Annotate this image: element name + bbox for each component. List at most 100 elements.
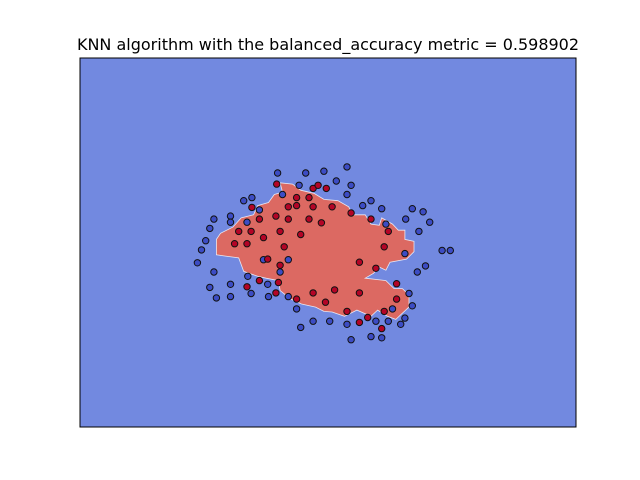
data-point-class-0 (284, 292, 292, 301)
data-point-class-0 (226, 212, 235, 220)
data-point-class-0 (378, 205, 386, 213)
data-point-class-0 (278, 190, 287, 199)
data-point-class-1 (230, 240, 239, 248)
data-point-class-1 (259, 233, 268, 242)
data-point-class-0 (397, 320, 405, 328)
data-point-class-1 (372, 264, 380, 272)
data-point-class-0 (243, 218, 251, 226)
data-point-class-0 (295, 181, 303, 190)
data-point-class-1 (378, 324, 386, 333)
data-point-class-0 (347, 336, 355, 344)
data-point-class-0 (413, 268, 421, 276)
data-point-class-1 (280, 243, 288, 251)
data-point-class-1 (392, 280, 401, 288)
data-point-class-1 (317, 219, 326, 227)
data-point-class-1 (343, 307, 351, 316)
data-point-class-1 (243, 240, 251, 248)
data-point-class-0 (332, 177, 340, 185)
data-point-class-0 (255, 206, 264, 214)
data-point-class-1 (330, 286, 339, 294)
data-point-class-1 (276, 227, 284, 236)
data-point-class-1 (292, 193, 301, 202)
decision-region (215, 182, 415, 320)
data-point-class-1 (314, 181, 322, 190)
data-point-class-0 (292, 305, 301, 313)
data-point-class-1 (276, 261, 284, 269)
axes-frame (79, 57, 577, 428)
data-point-class-0 (401, 314, 409, 322)
data-point-class-1 (384, 227, 392, 236)
data-point-class-1 (264, 255, 272, 263)
data-point-class-0 (419, 208, 427, 216)
data-point-class-1 (297, 230, 305, 239)
data-point-class-1 (272, 289, 280, 297)
data-point-class-1 (392, 295, 401, 303)
data-point-class-0 (402, 215, 410, 223)
data-point-class-0 (226, 218, 235, 226)
data-point-class-1 (248, 203, 256, 212)
data-point-class-0 (240, 197, 248, 205)
data-point-class-1 (322, 184, 330, 193)
data-point-class-0 (297, 323, 305, 332)
data-point-class-0 (378, 334, 386, 342)
chart-title: KNN algorithm with the balanced_accuracy… (77, 35, 579, 55)
data-point-class-0 (384, 317, 392, 325)
plot-contents (193, 163, 454, 344)
data-point-class-0 (276, 268, 284, 276)
data-point-class-0 (343, 190, 351, 199)
data-point-class-1 (274, 278, 283, 287)
data-point-class-0 (273, 169, 282, 177)
data-point-class-1 (355, 289, 364, 297)
data-point-class-0 (320, 167, 328, 175)
data-point-class-0 (202, 237, 210, 245)
data-point-class-1 (247, 227, 255, 236)
data-point-class-0 (359, 201, 367, 210)
data-point-class-0 (212, 294, 221, 302)
data-point-class-1 (305, 193, 313, 202)
data-point-class-1 (364, 313, 372, 322)
data-point-class-0 (408, 302, 416, 310)
data-point-class-0 (244, 272, 252, 280)
data-point-class-1 (347, 209, 355, 217)
data-point-class-1 (255, 276, 264, 285)
data-point-class-0 (226, 280, 235, 288)
data-point-class-0 (388, 305, 397, 313)
data-point-class-0 (426, 218, 434, 226)
data-point-class-1 (292, 295, 301, 303)
data-point-class-0 (210, 268, 218, 276)
data-point-class-0 (367, 197, 375, 205)
data-point-class-0 (248, 193, 256, 202)
data-point-class-0 (284, 256, 292, 264)
data-point-class-1 (309, 289, 317, 297)
data-point-class-0 (193, 259, 202, 267)
data-point-class-1 (284, 203, 292, 211)
data-point-class-0 (226, 292, 235, 301)
data-point-class-0 (367, 332, 375, 341)
data-point-class-0 (343, 320, 351, 328)
data-point-class-1 (328, 203, 336, 211)
data-point-class-1 (255, 215, 264, 223)
data-point-class-1 (292, 201, 301, 210)
data-point-class-1 (272, 212, 280, 220)
data-point-class-1 (380, 307, 388, 316)
data-point-class-1 (380, 243, 388, 251)
data-point-class-1 (284, 215, 292, 223)
data-point-class-0 (421, 262, 430, 270)
data-point-class-1 (321, 298, 330, 306)
data-point-class-0 (264, 280, 272, 288)
data-point-class-0 (210, 215, 218, 223)
data-point-class-1 (243, 283, 251, 291)
data-point-class-0 (302, 169, 310, 177)
data-point-class-1 (355, 258, 364, 266)
data-point-class-1 (305, 215, 313, 223)
data-point-class-0 (347, 181, 355, 190)
data-point-class-0 (372, 317, 380, 325)
data-point-class-1 (273, 180, 281, 188)
data-point-class-0 (343, 163, 351, 171)
data-point-class-0 (264, 292, 273, 301)
data-point-class-0 (415, 227, 423, 236)
data-point-class-0 (309, 317, 317, 325)
data-point-class-0 (408, 205, 416, 213)
data-point-class-1 (367, 215, 375, 223)
